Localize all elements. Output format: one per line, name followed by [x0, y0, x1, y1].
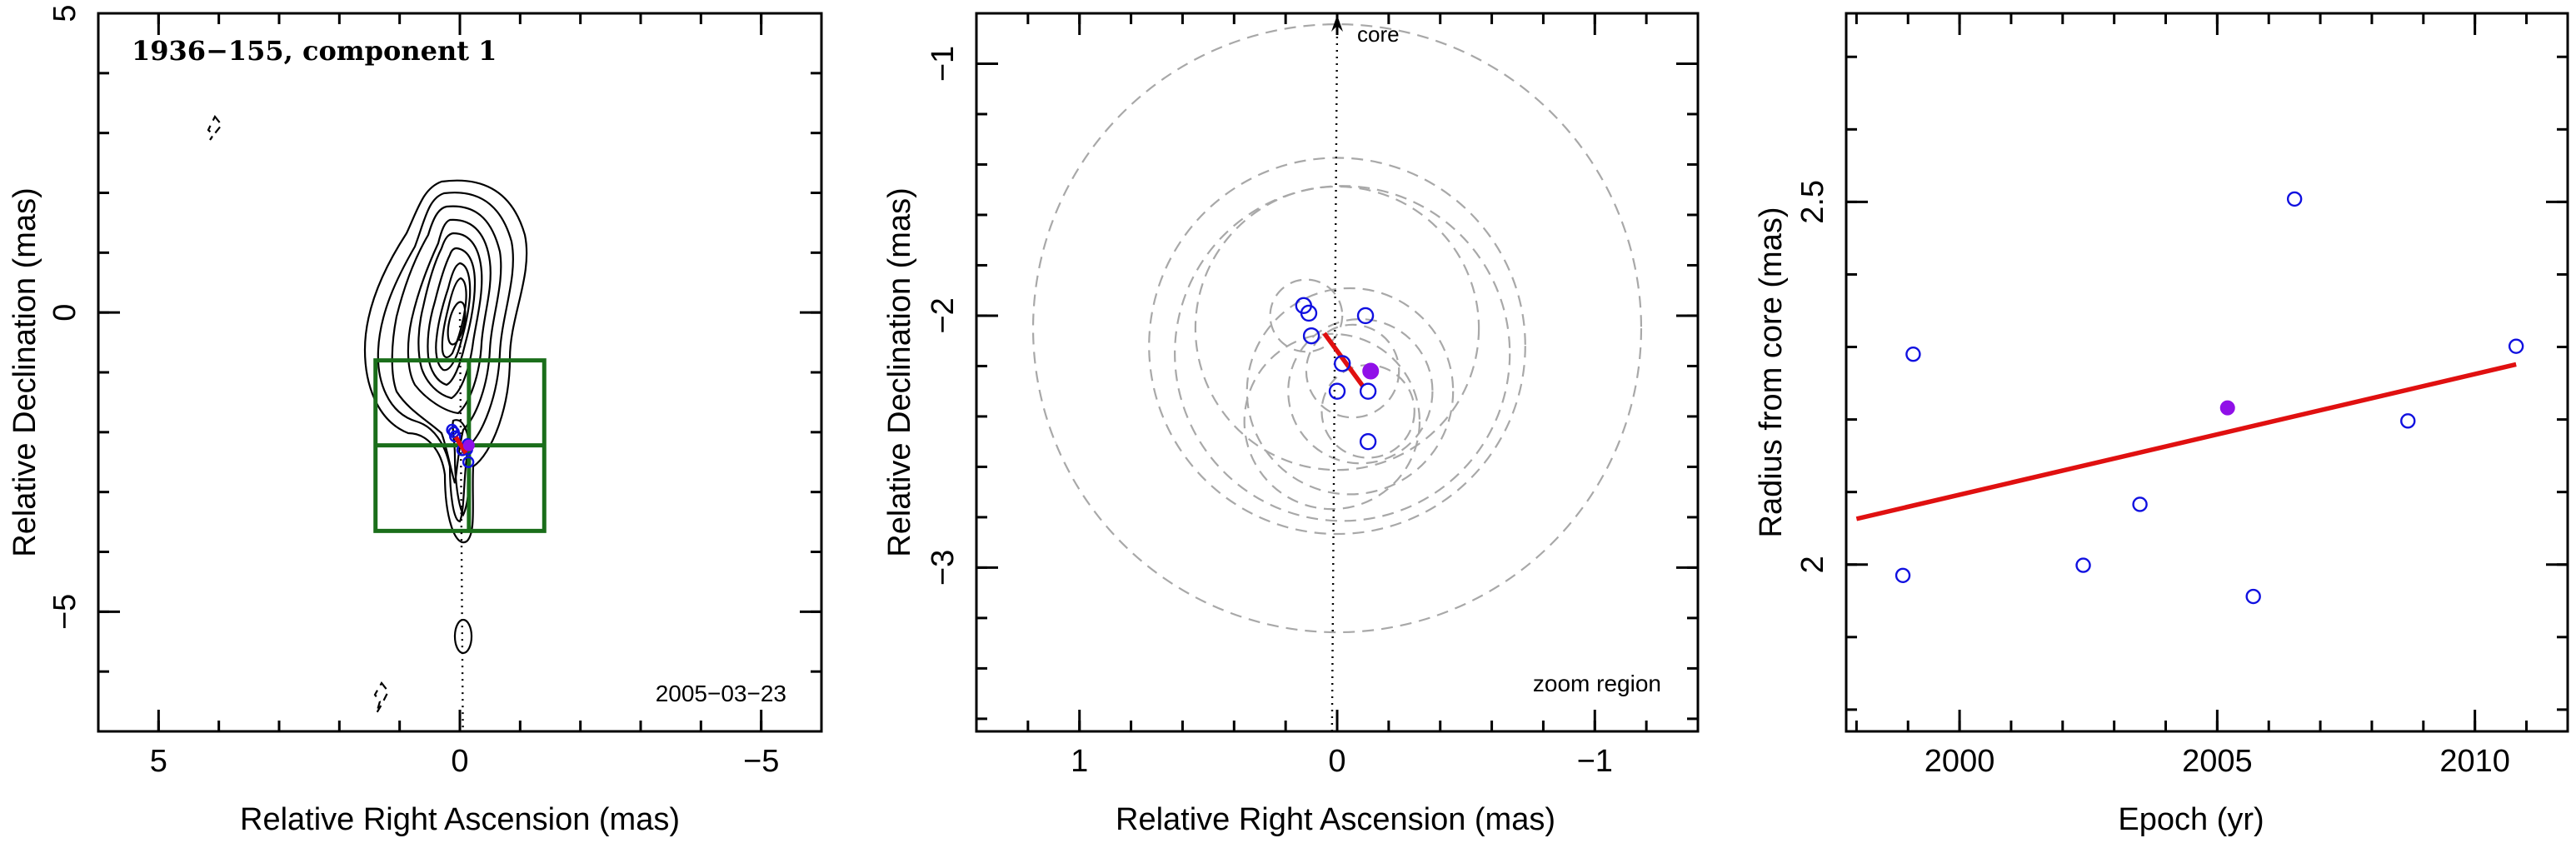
component-marker	[1333, 355, 1351, 372]
y-tick-label: −3	[926, 550, 961, 586]
error-circle	[1031, 23, 1643, 634]
contour-map-title: 1936−155, component 1	[132, 35, 497, 67]
y-tick-label: −1	[926, 46, 961, 82]
contour-level	[407, 218, 492, 415]
contour-level	[391, 205, 502, 484]
radius-data-point	[2508, 338, 2524, 354]
component-marker	[1359, 432, 1377, 451]
radius-epoch-panel: 2000 2005 2010 2 2.5 Epoch (yr) Radius from …	[1754, 12, 2569, 837]
current-epoch-marker	[462, 439, 475, 451]
trajectory-fit-line	[453, 436, 468, 455]
component-marker	[462, 456, 475, 468]
x-tick-label: 2005	[2182, 744, 2253, 779]
contour-map-ticks: 5 0 −5 5 0 −5	[47, 4, 821, 779]
contour-map-frame	[97, 12, 823, 733]
trajectory-fit-line	[1322, 332, 1365, 388]
component-marker	[1356, 307, 1375, 325]
radius-epoch-y-label: Radius from core (mas)	[1754, 207, 1789, 538]
negative-contours	[207, 114, 390, 714]
radius-data-point	[2400, 413, 2416, 429]
radius-data-point	[2075, 557, 2091, 573]
zoom-region-label: zoom region	[1533, 671, 1661, 696]
component-marker	[1359, 382, 1377, 400]
y-tick-label: −5	[47, 594, 82, 630]
component-markers	[446, 423, 475, 468]
radius-epoch-markers	[1895, 191, 2524, 605]
contour-level	[363, 179, 528, 544]
contour-level	[447, 301, 467, 346]
zoom-panel: core 1 0 −1 −1 −2 −3 zoom region Relative Rig…	[882, 12, 1700, 837]
radius-data-point	[1895, 567, 1911, 583]
y-tick-label: −2	[926, 297, 961, 333]
current-epoch-point	[2219, 400, 2235, 416]
x-tick-label: 2000	[1925, 744, 1995, 779]
error-circle	[1269, 278, 1344, 353]
y-tick-label: 2.5	[1795, 180, 1830, 224]
error-circle	[1174, 185, 1511, 522]
component-marker	[1328, 382, 1346, 400]
core-label: core	[1357, 22, 1400, 47]
radius-data-point	[2132, 496, 2148, 512]
radius-epoch-x-label: Epoch (yr)	[2118, 802, 2264, 837]
error-circles	[1031, 23, 1643, 634]
zoom-panel-frame	[975, 12, 1700, 733]
error-circle	[1194, 185, 1480, 471]
x-tick-label: 2010	[2439, 744, 2510, 779]
radius-epoch-frame	[1845, 12, 2569, 733]
contour-level	[417, 232, 483, 400]
negative-contour	[373, 681, 390, 714]
zoom-component-markers	[1295, 297, 1380, 451]
error-circle	[1287, 317, 1434, 465]
x-tick-label: 1	[1071, 744, 1088, 779]
component-marker	[446, 423, 458, 436]
radius-data-point	[1905, 347, 1921, 362]
negative-contour	[207, 114, 223, 141]
x-tick-label: 0	[1328, 744, 1345, 779]
zoom-panel-x-label: Relative Right Ascension (mas)	[1116, 802, 1555, 837]
contour-level	[435, 262, 472, 372]
x-tick-label: 5	[150, 744, 167, 779]
y-tick-label: 5	[47, 4, 82, 22]
current-epoch-marker	[1362, 362, 1380, 380]
y-tick-label: 0	[47, 304, 82, 322]
error-circle	[1305, 323, 1400, 419]
x-tick-label: −5	[743, 744, 779, 779]
core-arrow	[1330, 15, 1343, 732]
radius-epoch-ticks: 2000 2005 2010 2 2.5	[1795, 13, 2568, 779]
zoom-panel-ticks: 1 0 −1 −1 −2 −3	[926, 12, 1700, 779]
contour-level	[377, 192, 514, 523]
contour-level	[427, 247, 477, 387]
component-marker	[449, 430, 462, 443]
y-tick-label: 2	[1795, 556, 1830, 573]
contour-level	[453, 618, 473, 655]
contour-level	[441, 277, 467, 358]
x-tick-label: −1	[1577, 744, 1613, 779]
core-arrow-line	[1330, 24, 1339, 732]
contour-map-panel: 5 0 −5 5 0 −5 1936−155, component 1 2005−03−2…	[7, 4, 823, 837]
contour-map-x-label: Relative Right Ascension (mas)	[240, 802, 680, 837]
radius-trend-fit-line	[1855, 362, 2517, 521]
error-circle	[1246, 287, 1455, 496]
error-circle	[1148, 157, 1526, 536]
error-circle	[1243, 332, 1421, 511]
zoom-panel-y-label: Relative Declination (mas)	[882, 187, 917, 557]
radius-data-point	[2245, 588, 2261, 605]
contour-map-y-label: Relative Declination (mas)	[7, 187, 42, 557]
epoch-date-label: 2005−03−23	[656, 681, 786, 706]
positive-contours	[363, 179, 528, 655]
component-marker	[1300, 304, 1318, 322]
radius-data-point	[2286, 191, 2303, 207]
component-marker	[1302, 327, 1320, 345]
x-tick-label: 0	[451, 744, 468, 779]
